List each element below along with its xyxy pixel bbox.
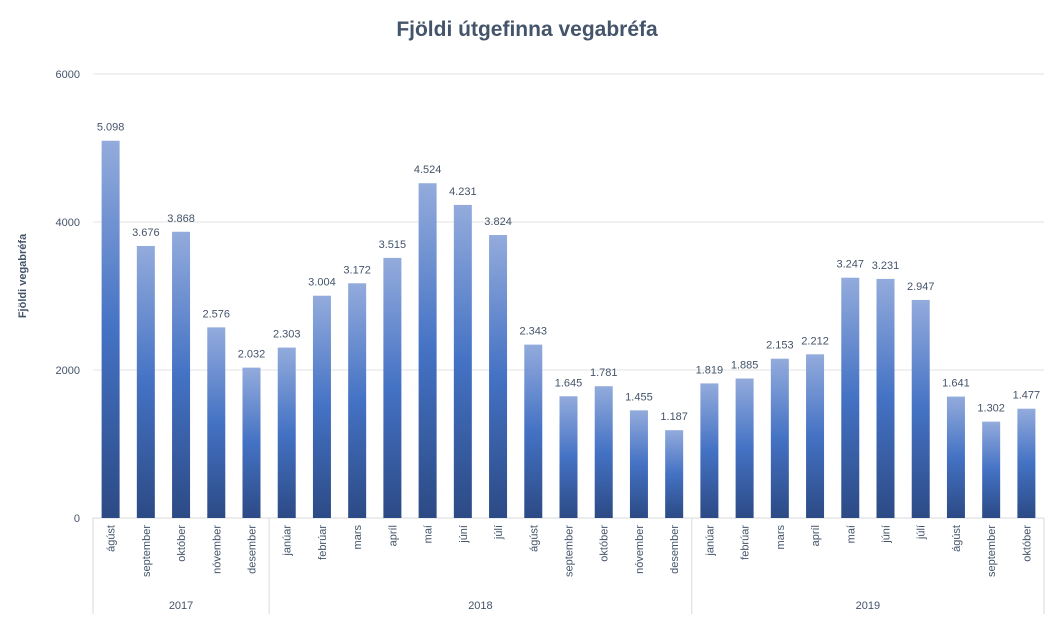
bar [1017,408,1036,518]
data-label: 1.781 [590,367,618,379]
data-label: 1.187 [660,411,688,423]
bar [277,347,296,518]
bar [559,396,578,518]
x-tick-label: október [599,525,611,562]
data-label: 1.302 [977,403,1005,415]
data-label: 3.676 [132,227,160,239]
data-label: 2.153 [766,340,794,352]
chart-title: Fjöldi útgefinna vegabréfa [396,18,658,41]
y-tick-label: 2000 [56,365,80,377]
data-label: 3.231 [872,260,900,272]
x-tick-label: nóvember [634,525,646,574]
x-tick-label: ágúst [106,525,118,552]
x-tick-label: maí [845,525,857,543]
y-tick-label: 6000 [56,69,80,81]
bar [629,410,648,518]
y-tick-label: 0 [74,513,80,525]
bar [982,421,1001,518]
data-label: 1.885 [731,360,759,372]
data-label: 3.004 [308,277,336,289]
bar [876,278,895,518]
x-tick-label: desember [247,525,259,574]
data-label: 3.247 [837,259,865,271]
bar [418,183,437,518]
bar [312,295,331,518]
data-label: 2.576 [203,308,231,320]
y-tick-label: 4000 [56,217,80,229]
data-label: 2.947 [907,281,935,293]
x-tick-label: október [176,525,188,562]
bar [594,386,613,518]
x-tick-label: febrúar [317,525,329,560]
data-label: 1.819 [696,364,724,376]
x-tick-label: september [564,525,576,577]
data-label: 3.172 [343,264,371,276]
year-label: 2018 [468,600,492,612]
x-tick-label: maí [423,525,435,543]
data-label: 1.641 [942,378,970,390]
data-label: 1.455 [625,391,653,403]
bar [489,235,508,519]
data-label: 3.868 [167,213,195,225]
x-tick-label: ágúst [951,525,963,552]
x-tick-label: apríl [810,525,822,546]
bar [841,277,860,518]
x-tick-label: desember [669,525,681,574]
bar [242,367,261,518]
x-tick-label: júlí [916,525,928,540]
data-label: 5.098 [97,122,125,134]
x-tick-label: janúar [282,525,294,557]
bar [946,396,965,518]
data-label: 3.515 [379,239,407,251]
bar [700,383,719,518]
x-tick-label: október [1021,525,1033,562]
x-tick-label: ágúst [528,525,540,552]
data-label: 2.032 [238,349,266,361]
year-label: 2019 [856,600,880,612]
bar [348,283,367,518]
bar [453,204,472,518]
data-label: 3.824 [484,216,512,228]
data-label: 2.212 [801,335,829,347]
x-tick-label: júlí [493,525,505,540]
x-tick-label: febrúar [740,525,752,560]
year-label: 2017 [169,600,193,612]
x-tick-label: september [986,525,998,577]
bar [101,140,120,519]
x-tick-label: nóvember [211,525,223,574]
bar [911,299,930,518]
x-tick-label: mars [352,525,364,550]
bar [806,354,825,518]
data-label: 2.303 [273,329,301,341]
x-tick-label: júní [458,525,470,544]
bar [770,358,789,518]
x-tick-label: mars [775,525,787,550]
data-label: 4.524 [414,164,442,176]
data-label: 2.343 [520,326,548,338]
data-label: 1.477 [1013,390,1041,402]
bar [665,430,684,518]
x-tick-label: september [141,525,153,577]
bar [735,378,754,518]
x-tick-label: júní [881,525,893,544]
y-axis-label: Fjöldi vegabréfa [17,233,29,318]
x-tick-label: janúar [704,525,716,557]
x-tick-label: apríl [387,525,399,546]
data-label: 1.645 [555,377,583,389]
bar [207,327,226,518]
bar [383,257,402,518]
bar [524,344,543,518]
bar [172,231,191,518]
bar [136,245,155,518]
data-label: 4.231 [449,186,477,198]
